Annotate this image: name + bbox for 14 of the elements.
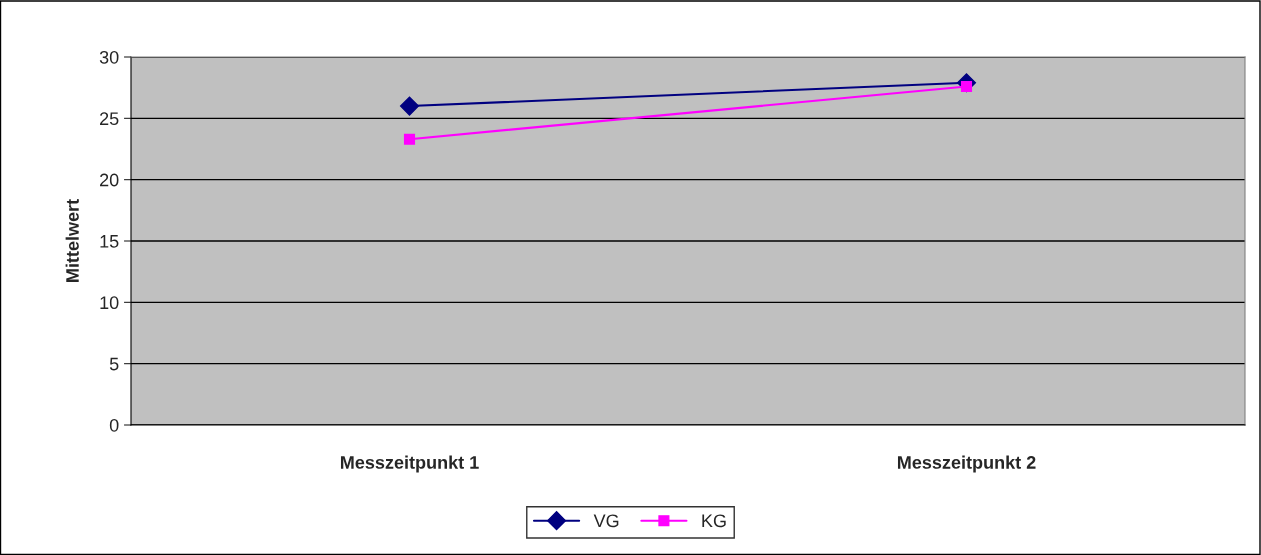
x-tick-label: Messzeitpunkt 1 [340, 455, 479, 473]
y-tick-label: 5 [109, 357, 119, 371]
y-tick-label: 10 [100, 296, 119, 310]
y-axis-title: Mittelwert [65, 199, 79, 282]
point [403, 133, 416, 145]
legend-label: VG [593, 514, 619, 528]
legend-label: KG [702, 514, 726, 528]
y-tick-label: 20 [100, 173, 119, 187]
y-tick-label: 0 [109, 418, 119, 432]
y-tick-label: 30 [99, 50, 119, 64]
x-tick-label: Messzeitpunkt 2 [897, 455, 1036, 473]
y-tick-label: 15 [100, 235, 119, 248]
point [399, 96, 420, 116]
y-tick-label: 25 [100, 112, 119, 126]
